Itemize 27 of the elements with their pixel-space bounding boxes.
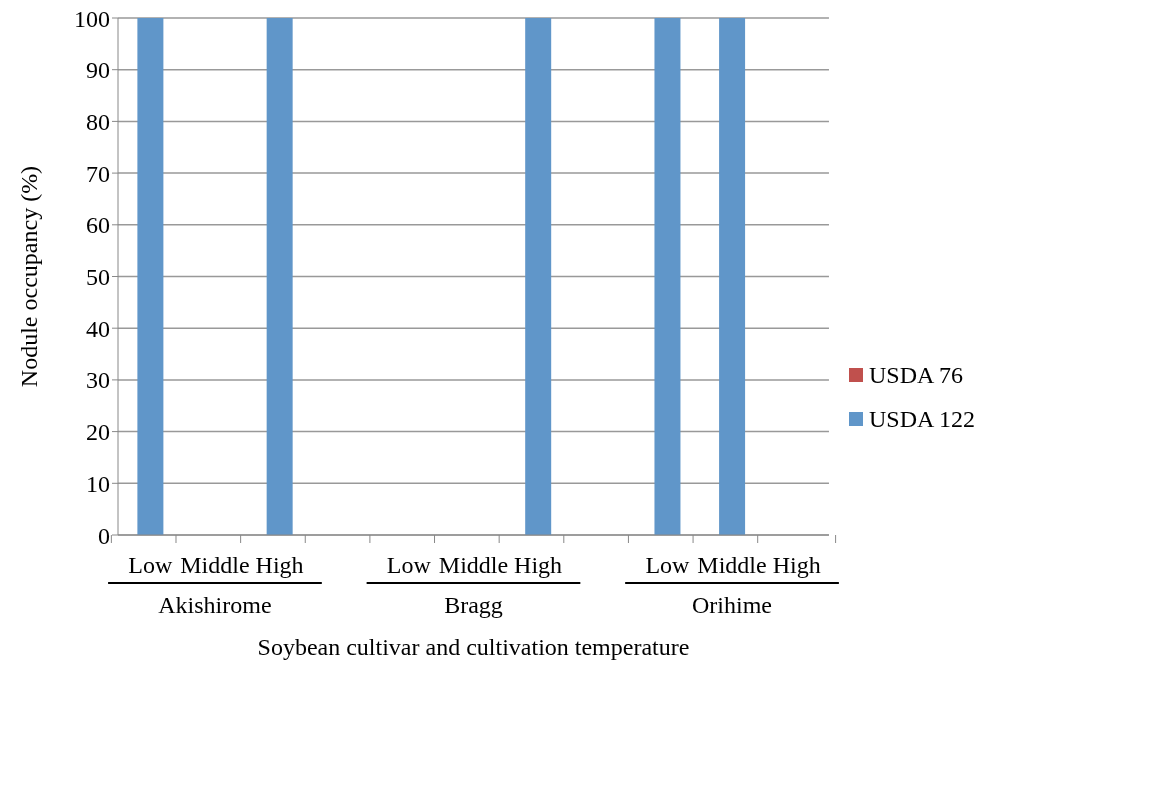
legend-label: USDA 122 [868, 404, 975, 434]
y-tick-label: 10 [86, 470, 110, 497]
y-tick-label: 70 [86, 160, 110, 187]
x-tick-label: Low [128, 552, 173, 578]
x-axis-title: Soybean cultivar and cultivation temperature [257, 634, 690, 660]
x-tick-label: Middle [438, 552, 509, 578]
text: Akishirome [158, 592, 272, 618]
text: Bragg [444, 592, 503, 618]
y-tick-label: 0 [98, 522, 110, 549]
legend-label: USDA 76 [868, 360, 963, 390]
x-tick-label: High [772, 552, 821, 578]
y-tick-label: 40 [86, 315, 110, 342]
x-tick-label: Low [645, 552, 691, 578]
y-tick-label: 80 [86, 108, 110, 135]
x-tick-label: High [255, 552, 304, 578]
x-tick-label: Middle [180, 552, 250, 578]
x-tick-label: High [514, 552, 563, 578]
y-tick-label: 30 [86, 367, 110, 394]
y-tick-label: 20 [86, 419, 110, 446]
x-tick-label: Low [386, 552, 432, 578]
y-tick-label: 60 [86, 212, 110, 239]
text: Orihime [692, 592, 773, 618]
y-tick-label: 50 [86, 264, 110, 291]
y-tick-label: 100 [74, 5, 110, 32]
y-axis-title: Nodule occupancy (%) [15, 165, 42, 388]
y-tick-label: 90 [86, 57, 110, 84]
x-tick-label: Middle [697, 552, 767, 578]
